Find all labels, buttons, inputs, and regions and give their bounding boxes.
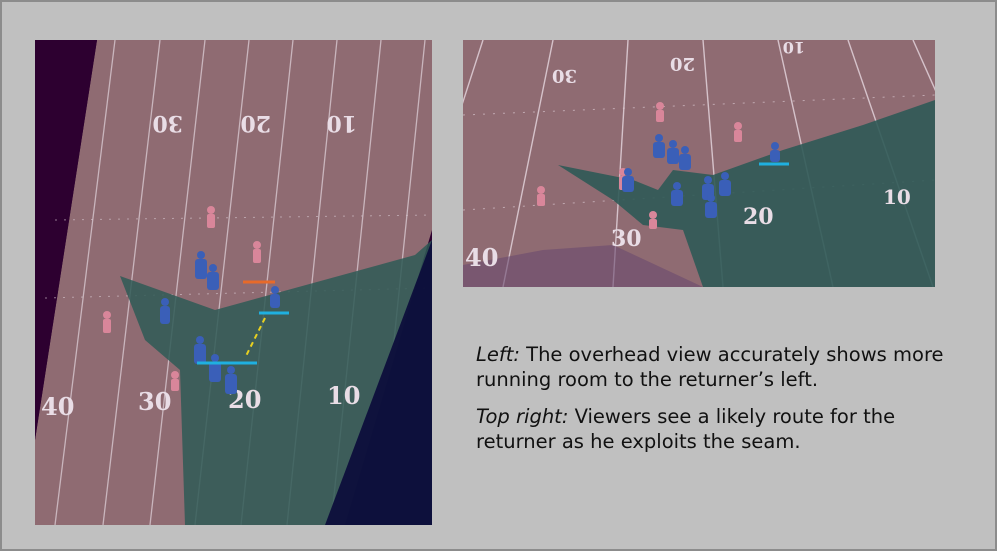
yard-number: 40 (465, 243, 498, 272)
hash-marks (44, 214, 432, 299)
yard-number: 20 (240, 110, 271, 136)
caption-right-label: Top right: (476, 405, 569, 428)
running-lane-line (244, 317, 266, 359)
caption-right-text: Viewers see a likely route for the retur… (476, 405, 896, 453)
yard-number: 10 (783, 40, 805, 57)
broadcast-field-svg: 30 20 10 40 30 20 10 (463, 40, 935, 287)
figure-caption: Left: The overhead view accurately shows… (476, 342, 946, 466)
yard-number: 30 (138, 387, 171, 416)
players (103, 206, 280, 394)
yard-number: 20 (670, 53, 695, 74)
yard-numbers-top: 30 20 10 (552, 40, 805, 86)
caption-left-label: Left: (476, 343, 520, 366)
broadcast-view-image: 30 20 10 40 30 20 10 (463, 40, 935, 287)
overhead-field-svg: 30 20 10 40 30 20 10 (35, 40, 432, 525)
overhead-view-image: 30 20 10 40 30 20 10 (35, 40, 432, 525)
yard-numbers-top: 30 20 10 (152, 110, 357, 136)
yard-number: 30 (552, 65, 577, 86)
yard-number: 10 (883, 185, 911, 209)
yard-numbers-bottom: 40 30 20 10 (465, 185, 911, 272)
yard-number: 30 (152, 110, 183, 136)
caption-left: Left: The overhead view accurately shows… (476, 342, 946, 392)
away-players (103, 206, 261, 391)
caption-left-text: The overhead view accurately shows more … (476, 343, 944, 391)
yard-number: 40 (41, 392, 74, 421)
yard-number: 30 (611, 226, 642, 252)
coverage-shadow-region (558, 100, 935, 287)
home-players (160, 251, 280, 394)
caption-right: Top right: Viewers see a likely route fo… (476, 404, 946, 454)
home-players (622, 134, 780, 218)
yard-number: 10 (326, 110, 357, 136)
yard-number: 20 (743, 204, 774, 230)
yard-number: 10 (327, 381, 360, 410)
players (537, 102, 780, 229)
